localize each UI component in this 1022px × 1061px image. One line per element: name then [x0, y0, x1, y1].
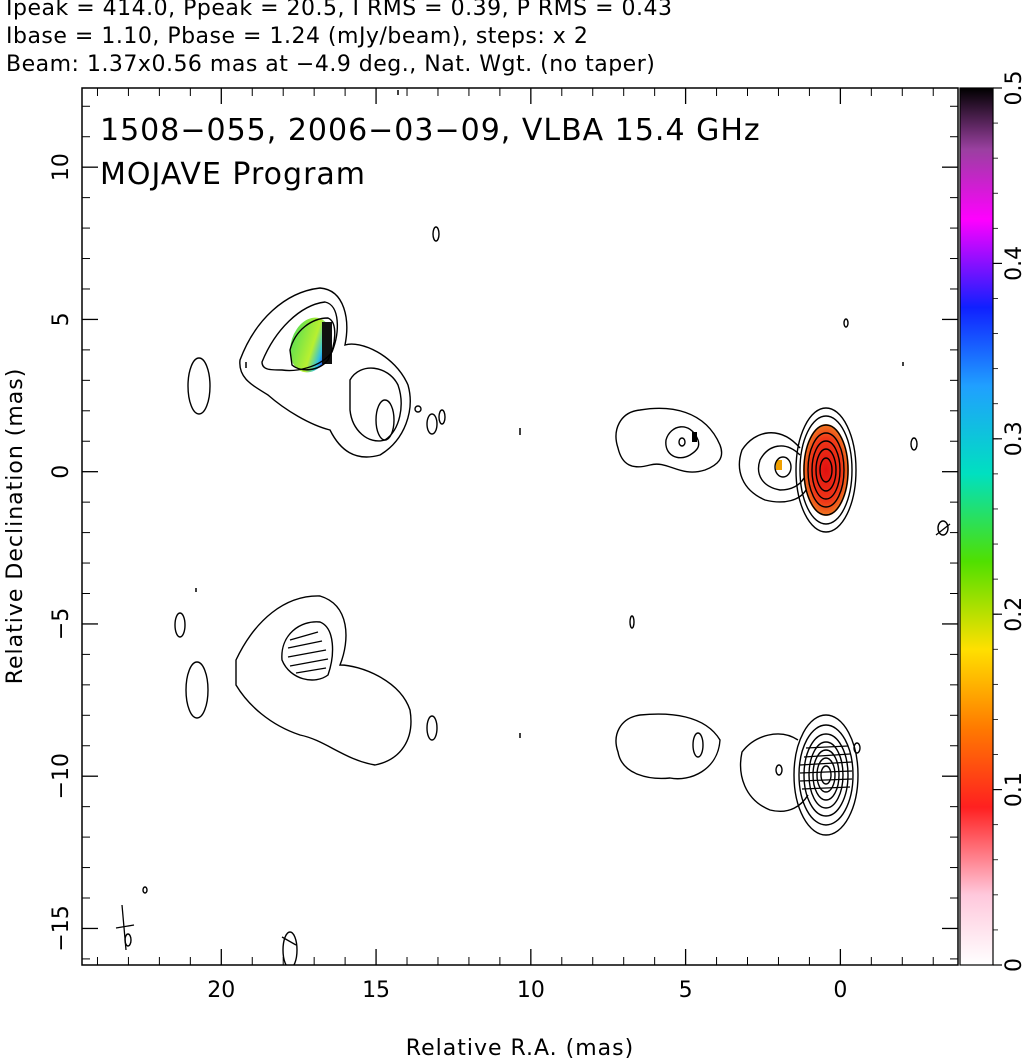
x-tick-label-2: 10 [517, 978, 545, 1003]
plot-frame [82, 88, 958, 965]
y-tick-label-0: 10 [49, 153, 74, 181]
colorbar-tick-label-1: 0.1 [1002, 772, 1022, 807]
colorbar: 0 0.1 0.2 0.3 0.4 0.5 [960, 71, 1022, 973]
chart-subtitle: MOJAVE Program [100, 157, 366, 192]
radio-map-plot: 20 15 10 5 0 10 5 0 −5 −10 −15 [0, 0, 1022, 1061]
colorbar-gradient [960, 88, 993, 965]
y-tick-label-3: −5 [49, 608, 74, 640]
y-tick-label-1: 5 [49, 312, 74, 326]
core-contours-lower [794, 715, 858, 835]
y-axis-label: Relative Declination (mas) [3, 368, 28, 685]
x-tick-label-4: 0 [833, 978, 847, 1003]
colorbar-tick-label-0: 0 [1002, 958, 1022, 972]
colorbar-tick-label-4: 0.4 [1002, 246, 1022, 281]
x-tick-label-0: 20 [207, 978, 235, 1003]
mid-jet-contours [616, 408, 722, 472]
x-tick-label-3: 5 [679, 978, 693, 1003]
colorbar-tick-label-2: 0.2 [1002, 597, 1022, 632]
y-tick-label-4: −10 [49, 753, 74, 799]
mid-jet-contours-lower [616, 714, 720, 779]
y-tick-label-2: 0 [49, 465, 74, 479]
x-tick-label-1: 15 [362, 978, 390, 1003]
y-tick-label-5: −15 [49, 905, 74, 951]
evpa-vectors [116, 524, 950, 950]
colorbar-tick-label-3: 0.3 [1002, 421, 1022, 456]
outer-jet-contours-lower [125, 596, 860, 968]
colorbar-tick-label-5: 0.5 [1002, 71, 1022, 106]
chart-title: 1508−055, 2006−03−09, VLBA 15.4 GHz [100, 113, 761, 148]
x-axis-label: Relative R.A. (mas) [406, 1036, 634, 1061]
